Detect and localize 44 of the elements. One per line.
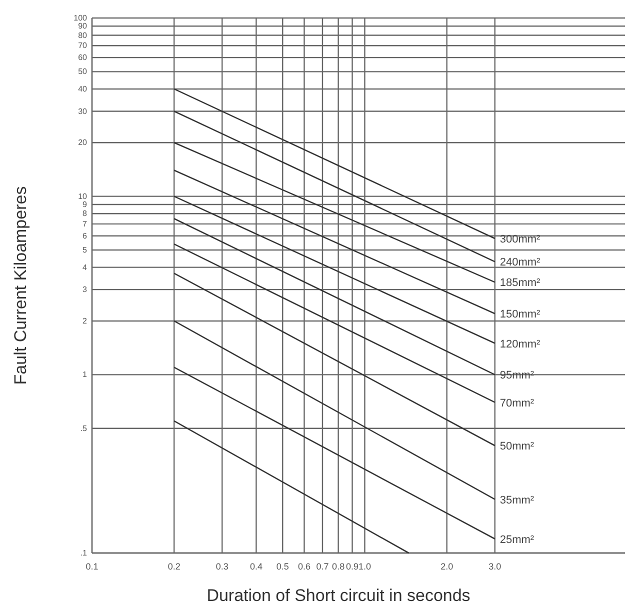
y-tick-label: 5 [82, 246, 88, 255]
x-tick-label: 0.1 [86, 561, 98, 572]
x-tick-label: 0.4 [250, 561, 262, 572]
y-tick-label: 8 [82, 209, 88, 218]
x-axis-title: Duration of Short circuit in seconds [206, 586, 470, 605]
x-tick-label: 3.0 [488, 561, 502, 572]
y-tick-label: 40 [78, 84, 88, 94]
y-tick-label: 70 [78, 41, 88, 50]
x-tick-label: 0.2 [168, 561, 180, 572]
x-tick-label: 0.3 [216, 561, 228, 572]
y-tick-label: 2 [82, 316, 88, 326]
series-label: 25mm² [500, 534, 534, 546]
series-label: 70mm² [500, 397, 534, 410]
x-tick-label: 0.7 [316, 561, 329, 572]
y-tick-label: 80 [78, 30, 88, 40]
y-tick-label: 9 [82, 200, 88, 210]
y-tick-label: 1 [82, 370, 88, 380]
series-label: 35mm² [500, 494, 534, 506]
y-tick-label: 6 [82, 231, 88, 240]
x-tick-label: 2.0 [440, 561, 454, 572]
series-label: 50mm² [500, 440, 534, 453]
x-tick-label: 0.9 [346, 561, 359, 572]
series-label: 150mm² [500, 308, 541, 321]
series-label: 300mm² [500, 234, 541, 246]
y-tick-label: 50 [78, 67, 88, 76]
x-tick-label: 0.8 [332, 561, 345, 572]
y-tick-label: 30 [78, 106, 88, 116]
y-tick-label: .1 [80, 548, 88, 558]
series-label: 120mm² [500, 338, 541, 350]
y-tick-label: 60 [78, 53, 88, 62]
series-label: 185mm² [500, 277, 541, 290]
y-tick-label: .5 [80, 424, 88, 433]
x-tick-label: 0.6 [298, 561, 310, 572]
y-tick-label: 20 [78, 138, 88, 148]
x-tick-label: 1.0 [358, 561, 371, 572]
y-tick-label: 7 [82, 220, 88, 229]
y-tick-label: 4 [82, 262, 88, 272]
y-tick-label: 100 [74, 14, 88, 23]
y-tick-label: 3 [82, 285, 88, 294]
y-tick-label: 10 [78, 192, 88, 201]
y-tick-label: 90 [78, 22, 88, 31]
x-tick-label: 0.5 [276, 561, 289, 572]
y-axis-title: Fault Current Kiloamperes [11, 186, 30, 385]
series-label: 240mm² [500, 256, 541, 269]
